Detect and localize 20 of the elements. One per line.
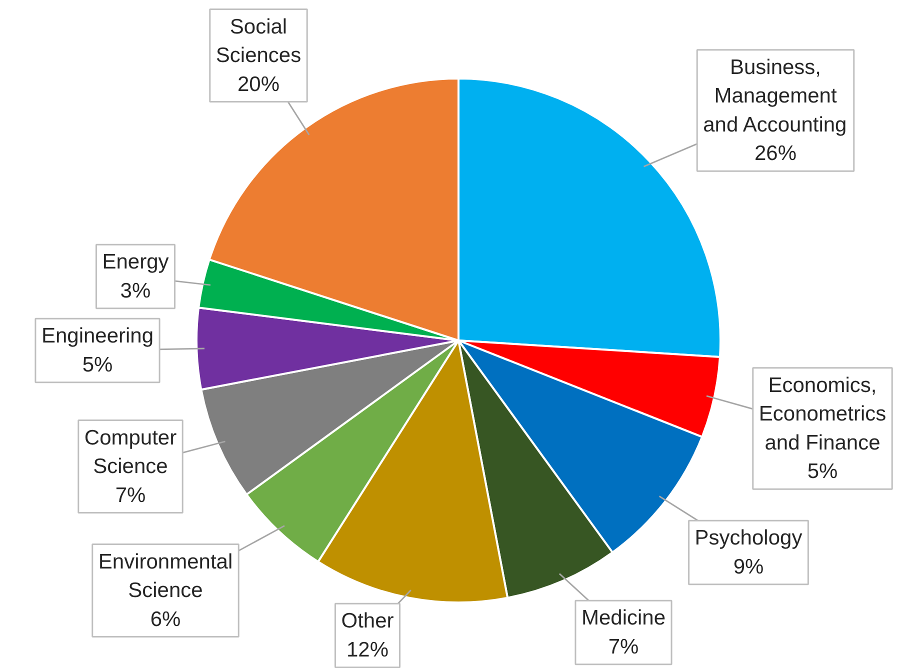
data-label: 12% — [346, 638, 389, 662]
slice-label: Computer Science — [84, 426, 177, 478]
data-label: 6% — [150, 608, 181, 631]
slice-label: Economics, Econometrics and Finance — [758, 374, 886, 454]
slice-label: Social Sciences — [216, 15, 302, 67]
slice-label: Other — [341, 610, 394, 633]
slice-label: Energy — [102, 250, 170, 274]
data-label: 7% — [115, 484, 146, 507]
slice-label: Psychology — [694, 526, 803, 550]
slice-label: Environmental Science — [98, 550, 233, 602]
data-label: 9% — [733, 555, 764, 578]
data-label: 3% — [120, 279, 151, 302]
slice-label: Medicine — [581, 606, 666, 630]
slice-label: Engineering — [41, 324, 154, 348]
slice-label: Business, Management and Accounting — [703, 56, 847, 136]
data-label: 5% — [82, 353, 113, 376]
data-label: 5% — [807, 460, 838, 484]
data-label: 7% — [608, 635, 639, 658]
data-label: 20% — [237, 72, 280, 96]
data-label: 26% — [754, 142, 797, 166]
